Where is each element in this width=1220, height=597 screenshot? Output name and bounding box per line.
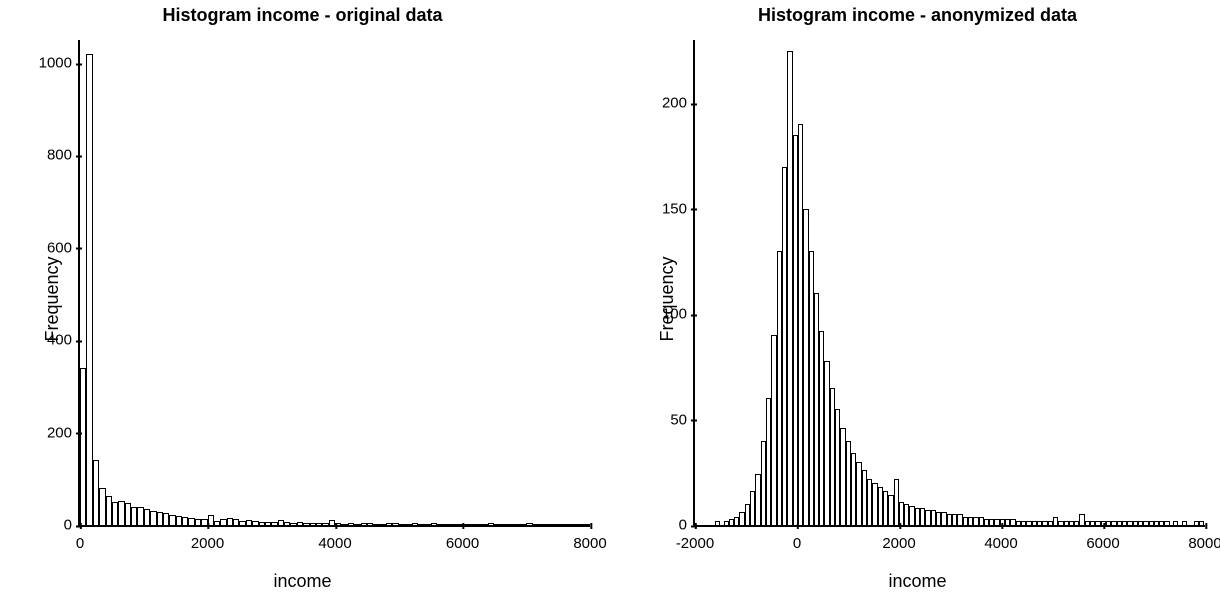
x-tick-label: 8000 [573, 525, 606, 552]
histogram-bar [1182, 521, 1187, 525]
x-tick-label: 0 [793, 525, 801, 552]
y-tick-label: 600 [47, 239, 80, 256]
x-tick-label: 4000 [318, 525, 351, 552]
left-chart-xlabel: income [0, 571, 605, 592]
y-tick-label: 400 [47, 332, 80, 349]
histogram-bar [1173, 521, 1178, 525]
left-plot-area: 0200400600800100002000400060008000 [78, 40, 590, 527]
y-tick-label: 800 [47, 147, 80, 164]
right-chart-title: Histogram income - anonymized data [615, 5, 1220, 26]
x-tick-label: -2000 [676, 525, 714, 552]
histogram-bar [86, 54, 92, 525]
right-chart-xlabel: income [615, 571, 1220, 592]
left-chart-ylabel: Frequency [42, 256, 63, 341]
left-bars [80, 40, 590, 525]
y-tick-label: 100 [662, 306, 695, 323]
x-tick-label: 2000 [882, 525, 915, 552]
y-tick-label: 200 [47, 424, 80, 441]
histogram-bar [715, 521, 720, 525]
x-tick-label: 6000 [446, 525, 479, 552]
left-chart-title: Histogram income - original data [0, 5, 605, 26]
right-chart-ylabel: Frequency [657, 256, 678, 341]
left-histogram-panel: Histogram income - original data Frequen… [0, 0, 605, 597]
x-tick-label: 4000 [984, 525, 1017, 552]
x-tick-label: 2000 [191, 525, 224, 552]
right-histogram-panel: Histogram income - anonymized data Frequ… [615, 0, 1220, 597]
y-tick-label: 150 [662, 200, 695, 217]
chart-container: Histogram income - original data Frequen… [0, 0, 1220, 597]
histogram-bar [1164, 521, 1169, 525]
x-tick-label: 0 [76, 525, 84, 552]
y-tick-label: 200 [662, 95, 695, 112]
right-bars [695, 40, 1205, 525]
y-tick-label: 50 [670, 411, 695, 428]
y-tick-label: 1000 [39, 55, 80, 72]
x-tick-label: 6000 [1086, 525, 1119, 552]
x-tick-label: 8000 [1188, 525, 1220, 552]
right-plot-area: 050100150200-200002000400060008000 [693, 40, 1205, 527]
